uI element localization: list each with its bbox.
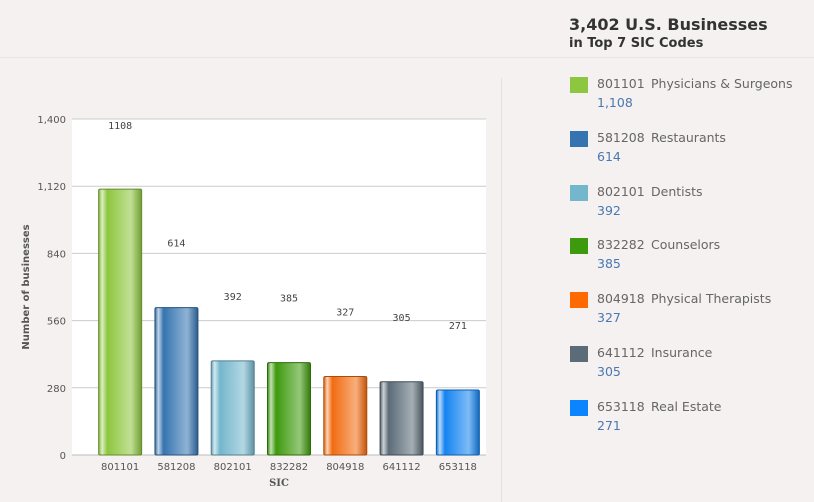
legend-item-804918[interactable]: 804918 Physical Therapists 327 [570, 291, 810, 331]
summary-title: 3,402 U.S. Businesses in Top 7 SIC Codes [569, 15, 768, 51]
x-tick-label: 641112 [382, 462, 420, 473]
legend-value: 327 [597, 310, 621, 326]
legend-item-641112[interactable]: 641112 Insurance 305 [570, 345, 810, 385]
x-tick-label: 802101 [214, 462, 252, 473]
panel-divider [501, 78, 502, 502]
legend-name: Insurance [651, 345, 713, 360]
legend-swatch [570, 399, 588, 416]
legend-value: 271 [597, 417, 621, 433]
legend-name: Counselors [651, 237, 721, 253]
legend-swatch [570, 346, 588, 362]
legend-code: 832282 [597, 237, 645, 253]
legend-name: Real Estate [651, 398, 722, 414]
x-axis-label: SIC [269, 478, 289, 489]
y-tick-label: 1,400 [37, 115, 66, 126]
data-label: 614 [167, 239, 185, 250]
legend-item-581208[interactable]: 581208 Restaurants 614 [570, 130, 810, 170]
y-tick-label: 0 [60, 451, 66, 462]
legend-code: 802101 [597, 183, 645, 199]
y-tick-label: 840 [47, 249, 66, 260]
legend-item-653118[interactable]: 653118 Real Estate 271 [570, 399, 810, 439]
x-tick-label: 653118 [439, 462, 477, 473]
y-axis-label: Number of businesses [21, 224, 32, 349]
title-count: 3,402 U.S. Businesses [569, 15, 768, 34]
legend-code: 641112 [597, 345, 645, 360]
legend-item-832282[interactable]: 832282 Counselors 385 [570, 237, 810, 277]
legend-code: 581208 [597, 129, 645, 145]
legend-item-801101[interactable]: 801101 Physicians & Surgeons 1,108 [570, 76, 810, 116]
legend-name: Physical Therapists [651, 291, 772, 307]
bar-802101[interactable] [210, 360, 255, 456]
title-subtitle: in Top 7 SIC Codes [569, 36, 704, 51]
legend-name: Restaurants [651, 129, 726, 145]
legend-value: 305 [597, 364, 621, 379]
legend-code: 801101 [597, 76, 645, 91]
legend-value: 614 [597, 148, 621, 164]
x-tick-label: 801101 [101, 462, 139, 473]
legend-value: 1,108 [597, 95, 633, 110]
legend-value: 385 [597, 256, 621, 272]
data-label: 385 [280, 294, 298, 305]
bar-653118[interactable] [435, 389, 480, 456]
bar-801101[interactable] [98, 188, 143, 456]
data-label: 327 [336, 308, 354, 319]
legend-swatch [570, 77, 588, 93]
data-label: 305 [393, 313, 411, 324]
legend-swatch [570, 292, 588, 309]
data-label: 1108 [108, 121, 132, 132]
data-label: 271 [449, 321, 467, 332]
legend-name: Physicians & Surgeons [651, 76, 793, 91]
x-tick-label: 804918 [326, 462, 364, 473]
header-divider [0, 57, 814, 58]
y-tick-label: 280 [47, 384, 66, 395]
bar-832282[interactable] [267, 362, 311, 456]
legend-swatch [570, 130, 588, 147]
bar-chart: 0 280 560 840 1,120 1,400 1108 801101 614 581208 3… [21, 115, 486, 489]
legend-item-802101[interactable]: 802101 Dentists 392 [570, 184, 810, 224]
bar-804918[interactable] [323, 376, 368, 456]
y-tick-label: 560 [47, 317, 66, 328]
bar-641112[interactable] [379, 381, 424, 456]
data-label: 392 [224, 292, 242, 303]
legend-code: 653118 [597, 398, 645, 414]
legend-swatch [570, 238, 588, 255]
x-tick-label: 832282 [270, 462, 308, 473]
legend-code: 804918 [597, 291, 645, 307]
legend-value: 392 [597, 202, 621, 218]
bar-581208[interactable] [154, 307, 199, 456]
y-tick-label: 1,120 [37, 182, 66, 193]
legend-name: Dentists [651, 183, 703, 199]
legend-swatch [570, 184, 588, 201]
x-tick-label: 581208 [157, 462, 195, 473]
